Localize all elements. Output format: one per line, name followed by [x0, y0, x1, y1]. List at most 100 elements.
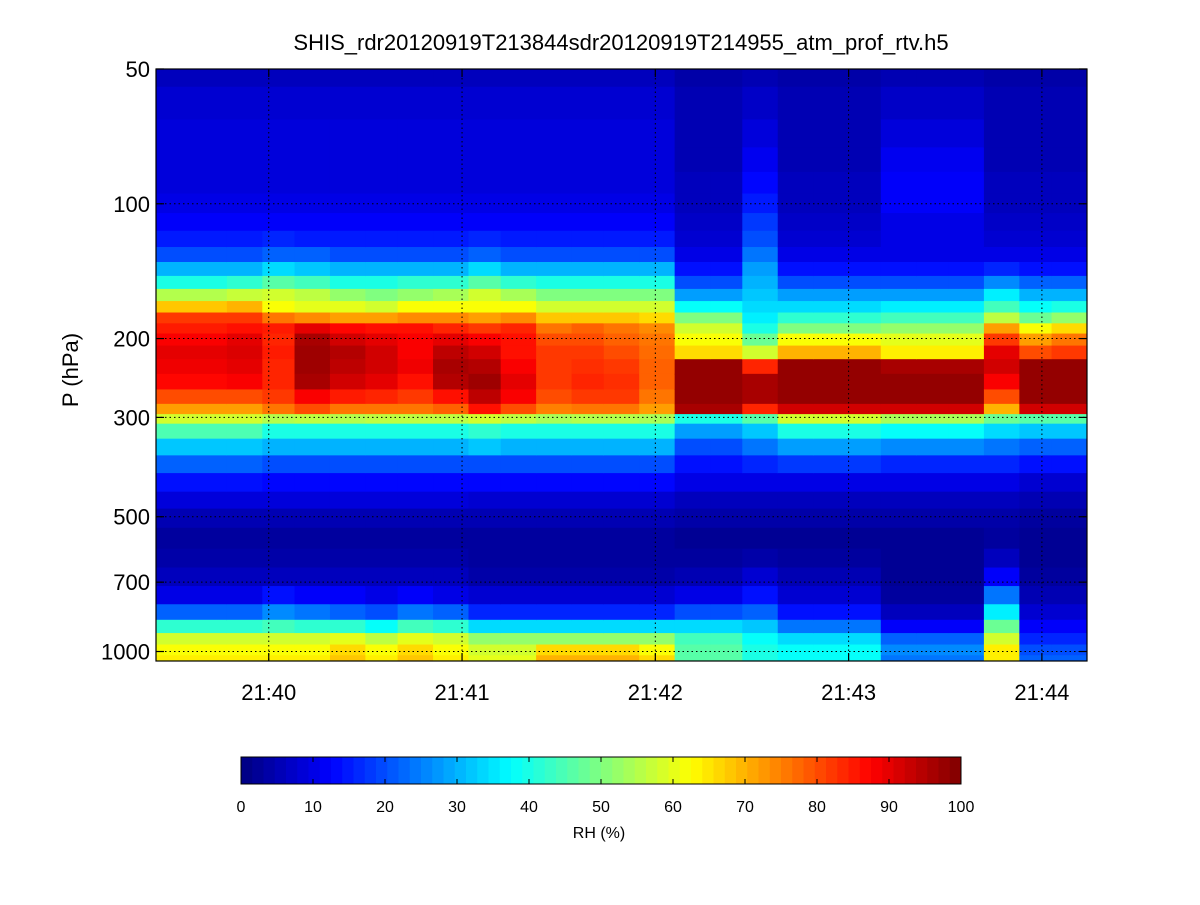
heatmap-cell — [603, 403, 640, 415]
heatmap-cell — [916, 247, 950, 263]
heatmap-cell — [674, 644, 711, 656]
heatmap-cell — [845, 262, 882, 277]
heatmap-cell — [916, 403, 950, 415]
heatmap-cell — [710, 119, 743, 149]
heatmap-cell — [710, 359, 743, 375]
heatmap-cell — [880, 389, 917, 405]
heatmap-cell — [880, 213, 917, 232]
heatmap-cell — [639, 301, 676, 314]
heatmap-cell — [1051, 438, 1087, 456]
heatmap-cell — [742, 633, 779, 646]
heatmap-cell — [710, 373, 743, 391]
heatmap-cell — [742, 644, 779, 656]
heatmap-cell — [397, 389, 434, 405]
heatmap-cell — [468, 213, 502, 232]
heatmap-cell — [365, 312, 399, 324]
heatmap-cell — [813, 86, 846, 121]
heatmap-cell — [329, 473, 366, 493]
heatmap-cell — [1051, 644, 1087, 656]
heatmap-cell — [536, 548, 573, 569]
heatmap-cell — [916, 262, 950, 277]
heatmap-cell — [674, 423, 711, 440]
colorbar-tick-label: 40 — [520, 799, 538, 816]
heatmap-cell — [433, 548, 470, 569]
heatmap-cell — [536, 373, 573, 391]
heatmap-cell — [845, 586, 882, 605]
heatmap-cell — [639, 455, 676, 474]
heatmap-cell — [983, 86, 1020, 121]
heatmap-cell — [1051, 275, 1087, 290]
heatmap-cell — [536, 193, 573, 214]
heatmap-cell — [156, 69, 228, 88]
heatmap-cell — [983, 655, 1020, 661]
heatmap-cell — [639, 373, 676, 391]
heatmap-cell — [500, 604, 537, 621]
heatmap-cell — [916, 414, 950, 425]
heatmap-cell — [397, 230, 434, 248]
heatmap-cell — [710, 247, 743, 263]
heatmap-cell — [813, 473, 846, 493]
heatmap-cell — [777, 69, 814, 88]
heatmap-cell — [639, 403, 676, 415]
heatmap-cell — [916, 423, 950, 440]
heatmap-cell — [742, 323, 779, 335]
heatmap-cell — [880, 69, 917, 88]
colorbar-swatch — [499, 757, 512, 784]
heatmap-cell — [156, 389, 228, 405]
heatmap-cell — [603, 86, 640, 121]
heatmap-cell — [880, 508, 917, 529]
heatmap-cell — [536, 147, 573, 173]
heatmap-cell — [1051, 301, 1087, 314]
heatmap-cell — [845, 359, 882, 375]
heatmap-cell — [916, 508, 950, 529]
heatmap-cell — [536, 633, 573, 646]
heatmap-cell — [226, 403, 263, 415]
colorbar-swatch — [826, 757, 838, 784]
heatmap-cell — [916, 619, 950, 634]
heatmap-cell — [1051, 312, 1087, 324]
heatmap-cell — [571, 491, 605, 510]
heatmap-cell — [397, 373, 434, 391]
heatmap-cell — [603, 527, 640, 550]
heatmap-cell — [639, 230, 676, 248]
heatmap-cell — [777, 359, 814, 375]
heatmap-cell — [500, 301, 537, 314]
colorbar-label: RH (%) — [573, 825, 625, 842]
heatmap-cell — [948, 644, 985, 656]
heatmap-cell — [948, 262, 985, 277]
heatmap-cell — [777, 119, 814, 149]
heatmap-cell — [329, 288, 366, 302]
heatmap-cell — [397, 644, 434, 656]
heatmap-cell — [433, 619, 470, 634]
heatmap-cell — [365, 86, 399, 121]
heatmap-cell — [674, 633, 711, 646]
heatmap-cell — [639, 359, 676, 375]
heatmap-cell — [983, 288, 1020, 302]
heatmap-cell — [156, 230, 228, 248]
heatmap-cell — [294, 491, 331, 510]
heatmap-cell — [226, 69, 263, 88]
heatmap-cell — [983, 171, 1020, 195]
heatmap-cell — [329, 193, 366, 214]
heatmap-cell — [329, 403, 366, 415]
colorbar-swatch — [589, 757, 602, 784]
heatmap-cell — [813, 604, 846, 621]
heatmap-cell — [777, 312, 814, 324]
heatmap-cell — [468, 288, 502, 302]
heatmap-cell — [710, 604, 743, 621]
heatmap-cell — [1019, 147, 1053, 173]
heatmap-cell — [536, 604, 573, 621]
heatmap-cell — [156, 491, 228, 510]
heatmap-cell — [571, 527, 605, 550]
heatmap-cell — [433, 655, 470, 661]
heatmap-cell — [777, 288, 814, 302]
heatmap-cell — [365, 262, 399, 277]
heatmap-cell — [880, 455, 917, 474]
heatmap-cell — [262, 333, 296, 347]
heatmap-cell — [777, 262, 814, 277]
heatmap-cell — [571, 323, 605, 335]
heatmap-cell — [433, 193, 470, 214]
heatmap-cell — [710, 491, 743, 510]
heatmap-cell — [845, 288, 882, 302]
heatmap-cell — [710, 312, 743, 324]
